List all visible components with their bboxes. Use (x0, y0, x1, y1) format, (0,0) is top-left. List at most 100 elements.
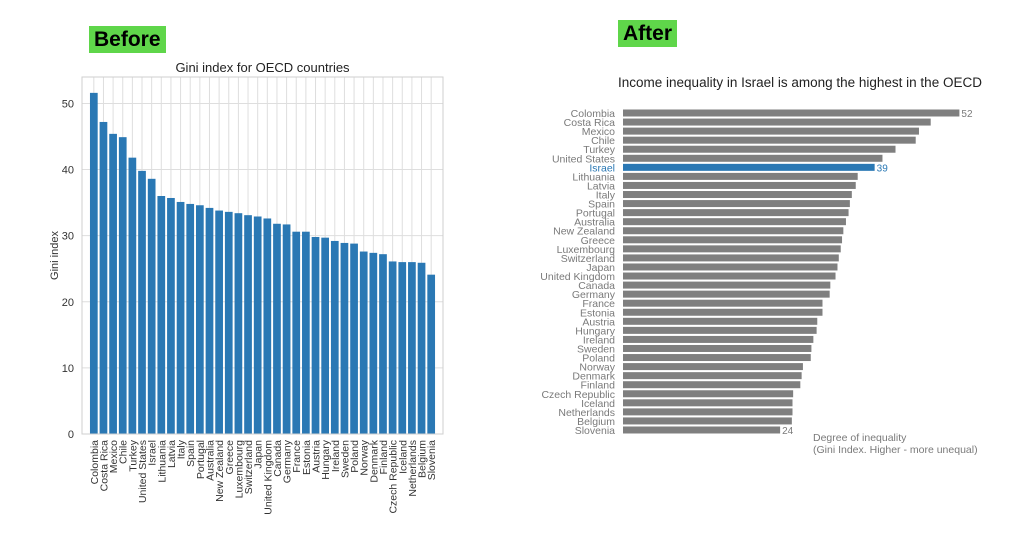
y-tick-label: Poland (582, 353, 615, 365)
x-tick-label: United States (137, 440, 149, 503)
x-tick-label: New Zealand (214, 440, 226, 502)
x-tick-label: Switzerland (243, 440, 255, 494)
bar (623, 245, 841, 253)
x-tick-label: Luxembourg (233, 440, 245, 499)
bar (623, 218, 846, 226)
x-tick-label: Portugal (195, 440, 207, 479)
bar (623, 363, 803, 371)
bar (398, 262, 407, 434)
after-label: After (618, 20, 678, 47)
bar (623, 299, 823, 307)
y-tick-label: Israel (589, 162, 615, 174)
bar (623, 145, 896, 153)
y-tick-label: Latvia (587, 180, 615, 192)
y-tick-label: Spain (588, 199, 615, 211)
y-tick-label: Estonia (580, 307, 615, 319)
bar (292, 231, 301, 434)
bar (388, 261, 397, 434)
y-tick-label: Chile (591, 135, 615, 147)
bar (623, 172, 858, 180)
x-tick-label: Denmark (368, 439, 380, 482)
x-tick-label: Lithuania (156, 440, 168, 483)
y-tick-label: Costa Rica (564, 117, 616, 129)
y-tick-label: 0 (68, 429, 74, 441)
x-tick-label: Germany (282, 439, 294, 483)
bar (350, 243, 358, 434)
x-tick-label: United Kingdom (262, 440, 274, 515)
data-label: 52 (961, 109, 973, 120)
y-tick-label: Czech Republic (541, 389, 615, 401)
x-tick-label: Netherlands (407, 440, 419, 497)
y-tick-label: France (582, 298, 615, 310)
y-tick-label: 20 (62, 297, 74, 309)
bar (263, 218, 272, 434)
axis-note-line1: Degree of inequality (813, 432, 907, 444)
bar (147, 178, 156, 434)
bar (623, 281, 831, 289)
y-tick-label: United States (552, 153, 615, 165)
bar (186, 203, 195, 434)
bar (109, 133, 117, 434)
bar (623, 181, 856, 189)
bar (623, 426, 781, 434)
y-tick-label: Lithuania (572, 171, 615, 183)
x-tick-label: Costa Rica (98, 440, 110, 492)
bar (623, 335, 814, 343)
bar (623, 399, 793, 407)
y-tick-label: 30 (62, 231, 74, 243)
y-tick-label: Hungary (575, 325, 615, 337)
x-tick-label: Japan (253, 440, 265, 469)
bar (623, 163, 875, 171)
bar (623, 308, 823, 316)
chart-title: Income inequality in Israel is among the… (618, 75, 982, 90)
x-tick-label: Norway (359, 439, 371, 475)
bar (623, 136, 916, 144)
bar (205, 207, 214, 434)
y-tick-label: Norway (579, 362, 615, 374)
y-tick-label: Mexico (582, 126, 615, 138)
y-tick-label: Luxembourg (557, 244, 616, 256)
bar (89, 92, 98, 434)
x-tick-label: Finland (378, 440, 390, 475)
y-tick-label: 50 (62, 98, 74, 110)
y-tick-label: Denmark (572, 371, 615, 383)
bar (138, 170, 146, 434)
y-tick-label: Colombia (571, 108, 616, 120)
chart-title: Gini index for OECD countries (175, 60, 350, 75)
x-tick-label: Australia (204, 440, 216, 481)
x-tick-label: France (291, 440, 303, 473)
y-tick-label: Australia (574, 217, 615, 229)
bar (408, 262, 416, 434)
data-label: 24 (782, 426, 794, 437)
y-tick-label: Greece (581, 235, 616, 247)
bar (623, 236, 843, 244)
bar (623, 154, 883, 162)
bar (330, 240, 339, 434)
data-label: 39 (877, 163, 889, 174)
x-tick-label: Latvia (166, 440, 178, 468)
bar (369, 252, 378, 434)
y-tick-label: Slovenia (575, 425, 615, 437)
bar (311, 236, 320, 434)
bar (282, 224, 291, 434)
bar (195, 205, 204, 434)
y-tick-label: Germany (572, 289, 616, 301)
bar (157, 196, 166, 434)
bar (99, 121, 108, 434)
before-label: Before (89, 26, 166, 53)
bar (623, 109, 960, 117)
bar (128, 157, 137, 434)
y-axis-label: Gini index (49, 231, 61, 280)
y-tick-label: Belgium (577, 416, 615, 428)
bar (340, 242, 349, 434)
bar (167, 197, 175, 434)
bar (244, 215, 252, 434)
bar (623, 372, 802, 380)
bar (623, 272, 836, 280)
bar (359, 251, 368, 434)
axis-note-line2: (Gini Index. Higher - more unequal) (813, 444, 978, 456)
bar (623, 290, 830, 298)
y-tick-label: New Zealand (553, 226, 615, 238)
bar (118, 137, 127, 434)
